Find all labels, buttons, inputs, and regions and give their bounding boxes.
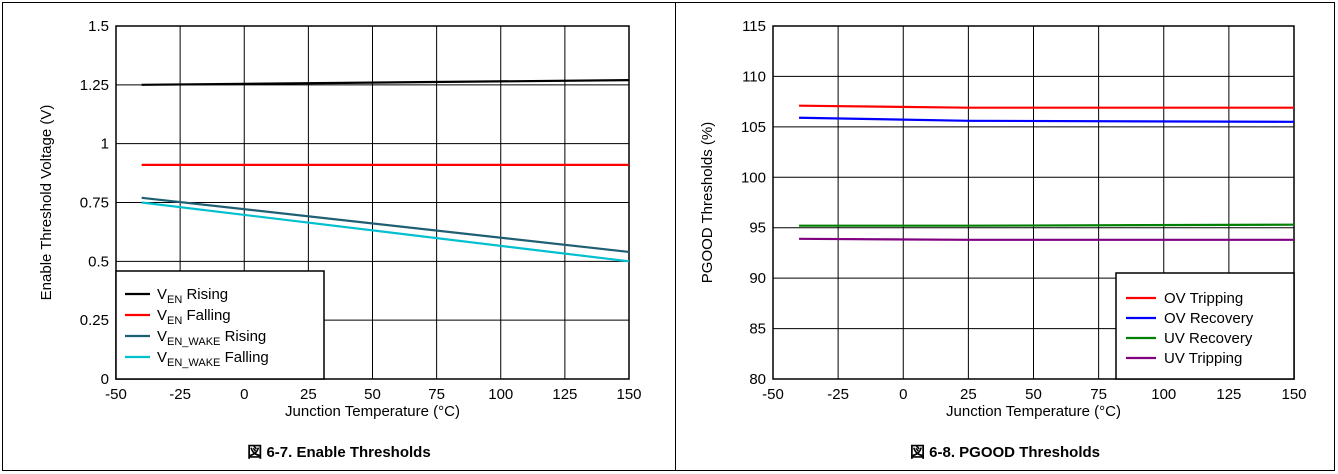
x-tick-label: -25 bbox=[169, 386, 191, 403]
series-line bbox=[799, 116, 1295, 123]
plot-frame bbox=[115, 25, 630, 380]
y-tick-label: 85 bbox=[749, 321, 766, 338]
legend-label: VEN Rising bbox=[157, 286, 228, 306]
series-line bbox=[799, 237, 1294, 241]
x-axis-label: Junction Temperature (°C) bbox=[285, 403, 460, 420]
x-tick-label: 125 bbox=[1216, 386, 1241, 403]
legend-label: UV Tripping bbox=[1164, 350, 1242, 367]
x-tick-label: 0 bbox=[240, 386, 248, 403]
y-tick-label: 1.5 bbox=[88, 18, 109, 35]
y-tick-label: 0 bbox=[101, 371, 109, 388]
legend-label: OV Tripping bbox=[1164, 290, 1243, 307]
legend-label: OV Recovery bbox=[1164, 310, 1254, 327]
y-tick-label: 95 bbox=[749, 220, 766, 237]
enable-thresholds-chart: -50 -25 0 25 50 75 100 125 150 0 0.25 0.5 0.75 1 1.25 1… bbox=[38, 18, 642, 420]
series-line bbox=[799, 223, 1295, 227]
x-tick-label: -25 bbox=[827, 386, 849, 403]
y-tick-label: 90 bbox=[749, 270, 766, 287]
x-tick-label: 75 bbox=[1090, 386, 1107, 403]
legend-box bbox=[1115, 272, 1295, 380]
y-tick-label: 105 bbox=[741, 119, 766, 136]
legend-label: UV Recovery bbox=[1164, 330, 1253, 347]
series-line bbox=[799, 104, 1294, 109]
x-tick-label: 150 bbox=[616, 386, 641, 403]
legend-box bbox=[115, 270, 325, 380]
y-tick-label: 0.5 bbox=[88, 253, 109, 270]
x-tick-label: 0 bbox=[899, 386, 907, 403]
y-tick-label: 1 bbox=[101, 136, 109, 153]
x-tick-label: -50 bbox=[762, 386, 784, 403]
plot-frame bbox=[772, 25, 1295, 380]
x-tick-label: 50 bbox=[1025, 386, 1042, 403]
x-tick-label: 125 bbox=[552, 386, 577, 403]
chart-panel-enable-thresholds: -50 -25 0 25 50 75 100 125 150 0 0.25 0.5 0.75 1 1.25 1… bbox=[2, 2, 676, 471]
x-tick-label: 150 bbox=[1281, 386, 1306, 403]
y-tick-label: 100 bbox=[741, 169, 766, 186]
x-tick-label: 50 bbox=[364, 386, 381, 403]
y-axis-label: PGOOD Thresholds (%) bbox=[699, 122, 716, 283]
x-tick-label: 100 bbox=[1151, 386, 1176, 403]
legend-label: VEN_WAKE Falling bbox=[157, 349, 269, 369]
series-line bbox=[141, 196, 630, 254]
x-tick-label: 75 bbox=[428, 386, 445, 403]
x-tick-label: 100 bbox=[488, 386, 513, 403]
x-axis-label: Junction Temperature (°C) bbox=[946, 403, 1121, 420]
x-tick-label: 25 bbox=[960, 386, 977, 403]
y-tick-label: 0.75 bbox=[80, 195, 109, 212]
x-tick-label: 25 bbox=[300, 386, 317, 403]
legend-label: VEN Falling bbox=[157, 307, 231, 327]
legend-label: VEN_WAKE Rising bbox=[157, 328, 266, 348]
chart-panel-pgood-thresholds: -50 -25 0 25 50 75 100 125 150 80 85 90 95 100 105 110 1… bbox=[675, 2, 1335, 471]
x-tick-label: -50 bbox=[105, 386, 127, 403]
y-tick-label: 0.25 bbox=[80, 312, 109, 329]
y-axis-label: Enable Threshold Voltage (V) bbox=[38, 105, 55, 301]
series-line bbox=[141, 79, 630, 86]
y-tick-label: 110 bbox=[742, 68, 766, 85]
pgood-thresholds-chart: -50 -25 0 25 50 75 100 125 150 80 85 90 95 100 105 110 1… bbox=[699, 18, 1307, 420]
y-tick-label: 80 bbox=[749, 371, 766, 388]
y-tick-label: 115 bbox=[742, 18, 766, 35]
chart-caption: 図 6-8. PGOOD Thresholds bbox=[909, 444, 1101, 461]
series-line bbox=[141, 201, 630, 263]
chart-caption: 図 6-7. Enable Thresholds bbox=[247, 444, 431, 461]
y-tick-label: 1.25 bbox=[80, 77, 109, 94]
